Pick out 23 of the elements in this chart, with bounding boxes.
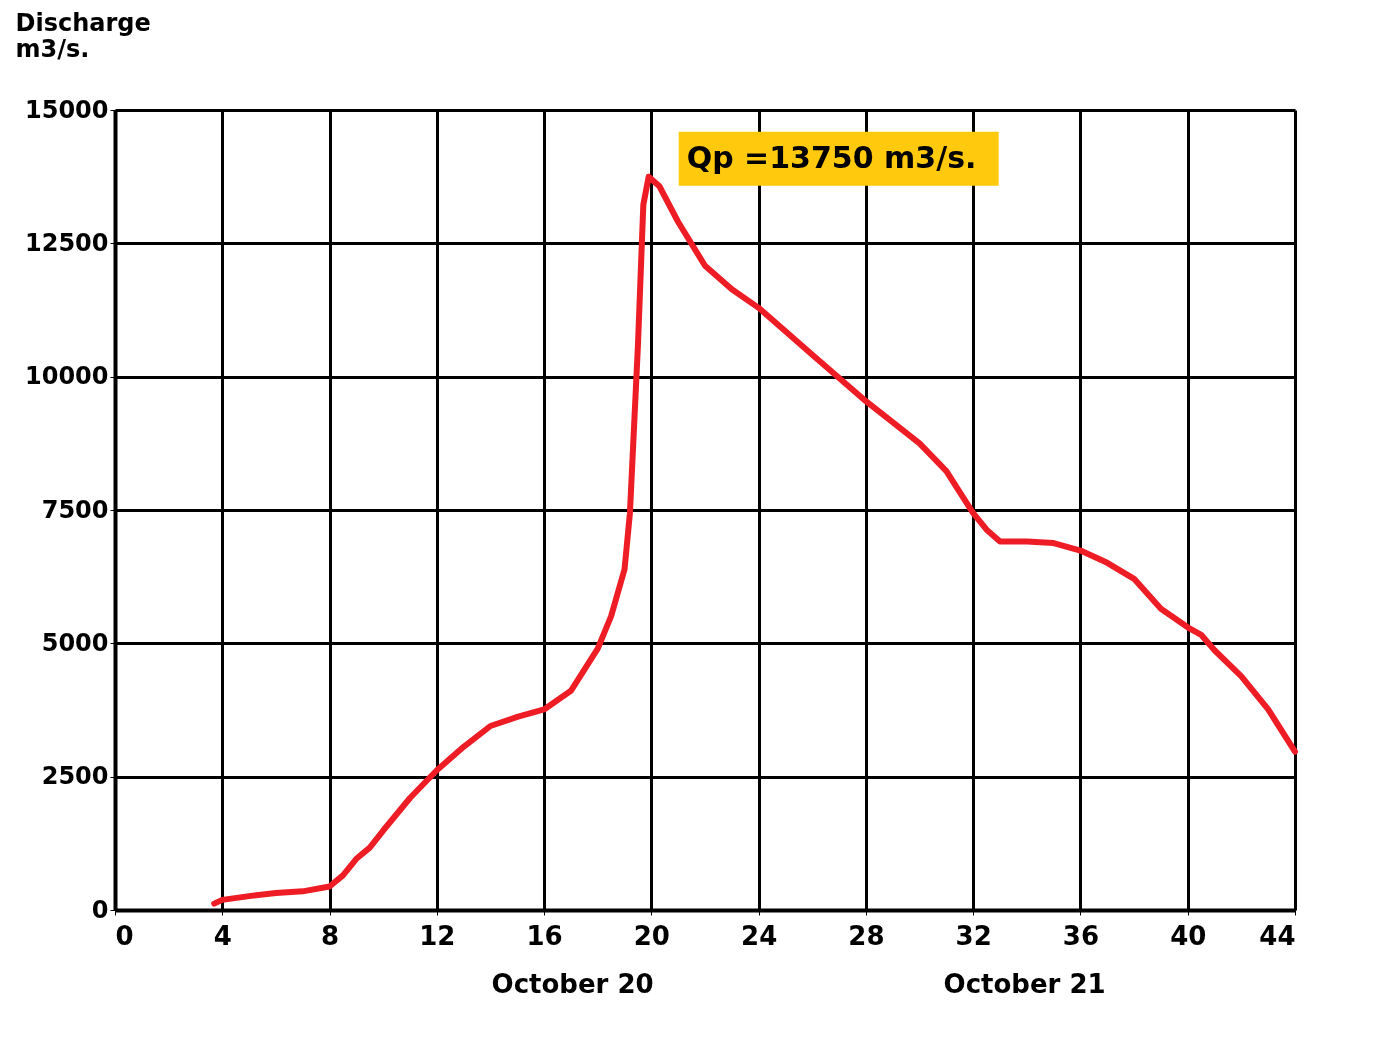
- annotation: Qp =13750 m3/s.: [686, 139, 977, 175]
- y-tick-label: 10000: [25, 362, 109, 391]
- y-tick-label: 7500: [41, 495, 109, 524]
- text: October 21: [943, 969, 1106, 999]
- text: October 20: [491, 969, 654, 999]
- x-tick-label: 20: [633, 920, 670, 951]
- y-tick-label: 12500: [25, 228, 109, 257]
- x-tick-label: 44: [1259, 920, 1296, 951]
- y-tick-label: 15000: [25, 95, 109, 124]
- x-tick-label: 12: [419, 920, 456, 951]
- y-axis-title: Discharge m3/s.: [15, 8, 151, 63]
- x-tick-label: 24: [741, 920, 778, 951]
- x-tick-label: 32: [955, 920, 992, 951]
- x-tick-label: 0: [115, 920, 134, 951]
- y-tick-label: 5000: [41, 628, 109, 657]
- x-tick-label: 16: [526, 920, 563, 951]
- y-tick-label: 2500: [41, 762, 109, 791]
- x-tick-label: 40: [1170, 920, 1207, 951]
- y-tick-label: 0: [91, 895, 109, 924]
- x-tick-label: 28: [848, 920, 885, 951]
- x-tick-label: 4: [213, 920, 232, 951]
- x-tick-label: 8: [321, 920, 340, 951]
- x-tick-label: 36: [1062, 920, 1100, 951]
